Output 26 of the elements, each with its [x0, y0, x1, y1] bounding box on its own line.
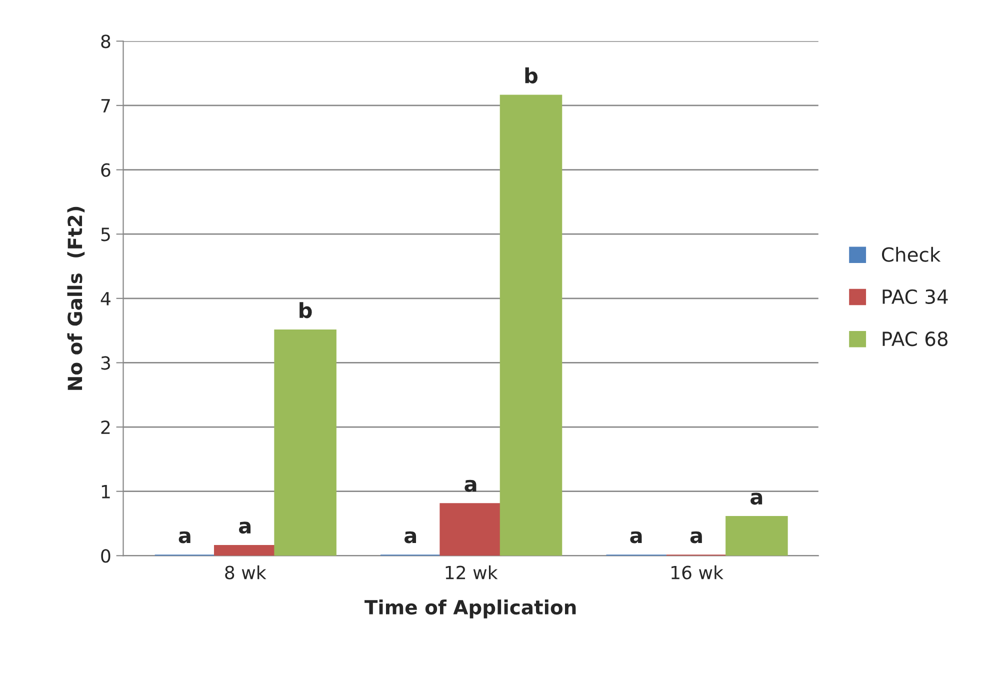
- data-label: a: [238, 522, 251, 534]
- x-tick-label: 8 wk: [225, 565, 266, 580]
- data-label: a: [404, 531, 416, 544]
- data-label: b: [525, 67, 538, 84]
- y-tick-label: 6: [101, 163, 110, 177]
- y-tick-label: 1: [102, 485, 110, 498]
- y-axis-title: No of Galls (Ft2): [67, 206, 85, 390]
- legend-label: PAC 34: [882, 289, 948, 304]
- legend-label: Check: [882, 246, 941, 262]
- data-label: a: [178, 531, 190, 544]
- x-tick-label: 12 wk: [446, 565, 498, 580]
- data-label: a: [690, 531, 702, 544]
- data-label: a: [464, 480, 476, 492]
- data-label: a: [630, 531, 642, 544]
- y-tick-label: 8: [101, 34, 110, 48]
- x-axis-title: Time of Application: [364, 600, 576, 618]
- y-tick-label: 0: [101, 549, 110, 563]
- y-tick-label: 4: [100, 292, 110, 306]
- y-tick-label: 7: [101, 99, 110, 112]
- y-tick-label: 5: [101, 228, 110, 242]
- legend-label: PAC 68: [882, 331, 948, 346]
- y-tick-label: 3: [101, 356, 110, 370]
- x-tick-label: 16 wk: [672, 565, 724, 580]
- y-tick-label: 2: [101, 420, 110, 434]
- data-label: a: [750, 492, 762, 505]
- data-label: b: [300, 302, 312, 318]
